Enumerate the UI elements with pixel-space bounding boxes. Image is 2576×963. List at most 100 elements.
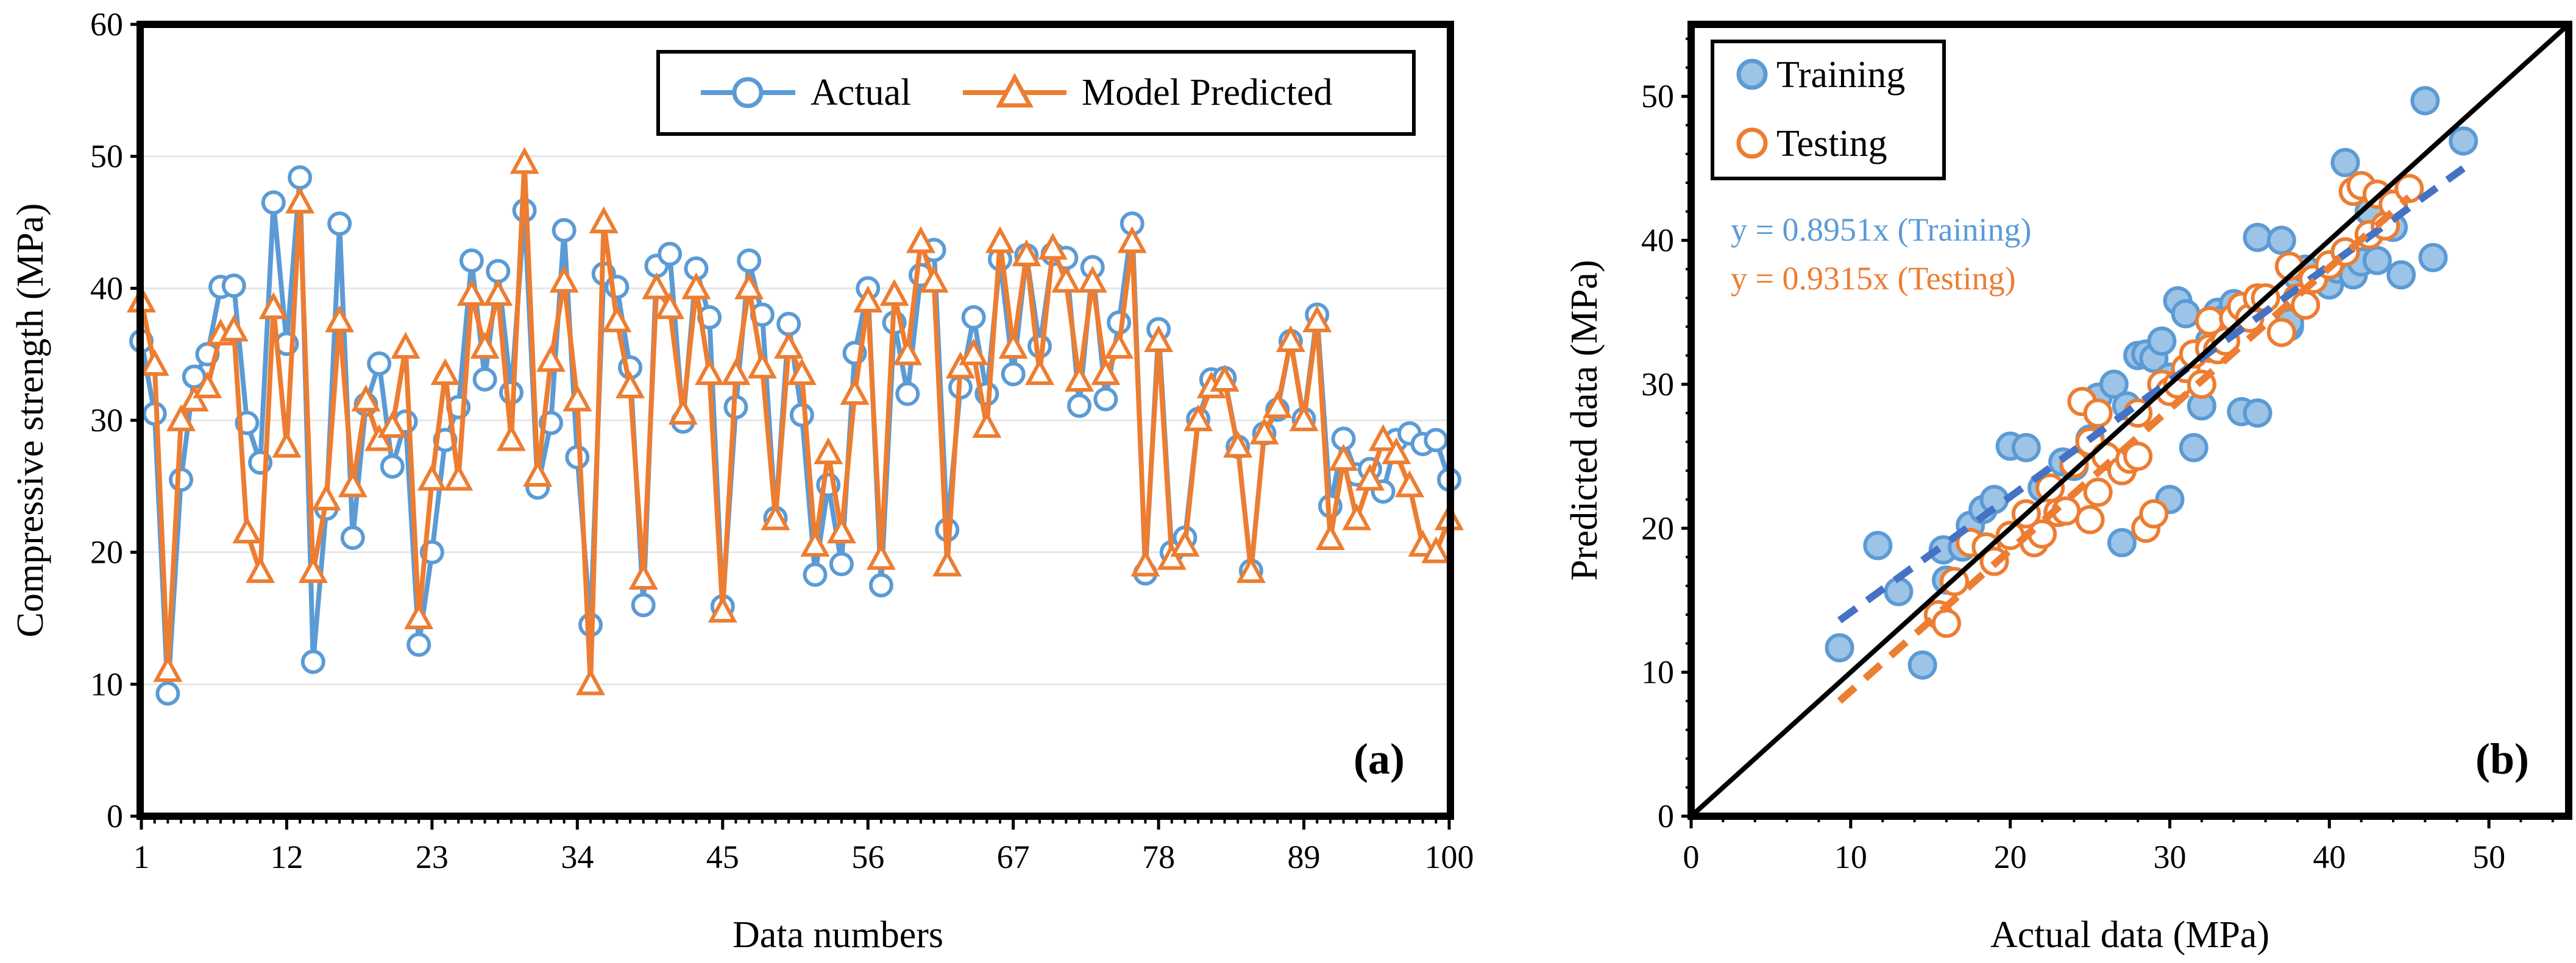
panel-a-x-tick-label: 100 — [1425, 839, 1474, 875]
predicted-point — [1130, 549, 1160, 577]
predicted-point — [602, 305, 632, 333]
predicted-point — [285, 186, 315, 214]
panel-b-legend: Training Testing — [1711, 40, 1946, 180]
actual-point — [169, 467, 194, 492]
predicted-point — [1223, 431, 1253, 458]
predicted-point — [1368, 424, 1398, 451]
predicted-point — [1394, 470, 1425, 498]
panel-a-y-tick-label: 10 — [90, 666, 123, 702]
predicted-point — [1263, 391, 1293, 418]
panel-a-x-tick-label: 56 — [851, 839, 884, 875]
predicted-point — [1144, 325, 1174, 352]
panel-a-x-tick-label: 45 — [706, 839, 739, 875]
panel-b-x-tick-label: 20 — [1994, 839, 2027, 875]
legend-training-label: Training — [1776, 54, 1905, 96]
predicted-point — [1157, 543, 1187, 570]
panel-b-y-tick-label: 40 — [1641, 222, 1674, 259]
panel-a-x-tick-label: 23 — [416, 839, 449, 875]
panel-a-y-tick-label: 40 — [90, 270, 123, 306]
predicted-point — [179, 384, 209, 412]
panel-a-x-tick-label: 78 — [1142, 839, 1175, 875]
actual-point — [406, 632, 431, 657]
predicted-point — [509, 147, 539, 174]
panel-a-legend: Actual Model Predicted — [656, 50, 1416, 136]
actual-point — [221, 273, 246, 298]
predicted-point — [1315, 523, 1345, 550]
predicted-point — [787, 358, 817, 386]
predicted-point — [826, 516, 856, 544]
predicted-point — [879, 278, 909, 306]
predicted-point — [774, 331, 804, 359]
predicted-point — [1117, 226, 1147, 253]
predicted-point — [430, 358, 460, 386]
predicted-point — [1210, 364, 1240, 392]
panel-a-y-tick-label: 20 — [90, 534, 123, 571]
actual-point — [552, 218, 577, 242]
predicted-point — [695, 358, 725, 386]
actual-point — [961, 305, 986, 330]
panel-b-y-tick-label: 0 — [1658, 798, 1674, 834]
actual-point — [789, 403, 814, 428]
predicted-point — [298, 556, 328, 584]
predicted-point — [1249, 417, 1279, 445]
predicted-point — [1065, 364, 1095, 392]
testing-point — [2035, 473, 2065, 503]
panel-a-y-tick-label: 30 — [90, 402, 123, 439]
panel-b-x-tick-label: 40 — [2313, 839, 2346, 875]
predicted-point — [866, 543, 896, 570]
panel-a-y-tick-label: 0 — [107, 798, 123, 834]
predicted-point — [721, 358, 751, 386]
panel-b-frame — [1687, 21, 2572, 820]
predicted-point — [364, 424, 394, 451]
training-point — [2449, 126, 2478, 156]
predicted-point — [404, 602, 434, 629]
predicted-point — [1355, 464, 1385, 491]
predicted-point — [258, 292, 288, 319]
predicted-point — [1183, 404, 1213, 431]
predicted-point — [1329, 443, 1358, 471]
predicted-point — [1289, 404, 1319, 431]
actual-point — [776, 311, 801, 336]
panel-a-y-tick-label: 50 — [90, 138, 123, 175]
actual-point — [658, 242, 683, 266]
panel-a-x-tick-label: 12 — [270, 839, 303, 875]
panel-b-label: (b) — [2475, 735, 2529, 783]
legend-actual-marker — [732, 77, 764, 108]
legend-predicted-marker — [996, 72, 1034, 108]
predicted-point — [655, 292, 685, 319]
actual-point — [300, 649, 325, 674]
actual-point — [1093, 387, 1118, 412]
panel-b-x-tick-label: 30 — [2153, 839, 2186, 875]
training-point — [2147, 326, 2177, 356]
training-point — [2011, 432, 2041, 462]
predicted-point — [708, 595, 737, 623]
predicted-point — [1170, 529, 1200, 557]
panel-b-y-tick-label: 50 — [1641, 78, 1674, 115]
training-point — [1863, 531, 1893, 560]
panel-a-x-tick-label: 34 — [561, 839, 594, 875]
training-point — [2410, 86, 2440, 116]
training-point — [2243, 222, 2273, 252]
predicted-point — [628, 562, 658, 590]
predicted-point — [311, 483, 341, 510]
training-point — [2243, 398, 2273, 428]
testing-point — [2139, 499, 2169, 529]
panel-b-y-tick-label: 30 — [1641, 366, 1674, 403]
predicted-point — [747, 351, 777, 379]
actual-point — [472, 367, 497, 392]
actual-point — [459, 248, 484, 273]
actual-point — [367, 351, 392, 376]
testing-point — [2083, 398, 2113, 428]
panel-b-x-axis-title: Actual data (MPa) — [1990, 914, 2269, 956]
training-point — [1907, 650, 1937, 680]
predicted-point — [1104, 331, 1134, 359]
predicted-point — [219, 314, 249, 342]
panel-a-label: (a) — [1354, 735, 1405, 783]
legend-actual-label: Actual — [811, 72, 911, 113]
predicted-point — [417, 464, 447, 491]
predicted-point — [456, 278, 486, 306]
panel-a-series — [126, 147, 1464, 706]
predicted-point — [589, 206, 619, 233]
predicted-point — [377, 411, 407, 438]
